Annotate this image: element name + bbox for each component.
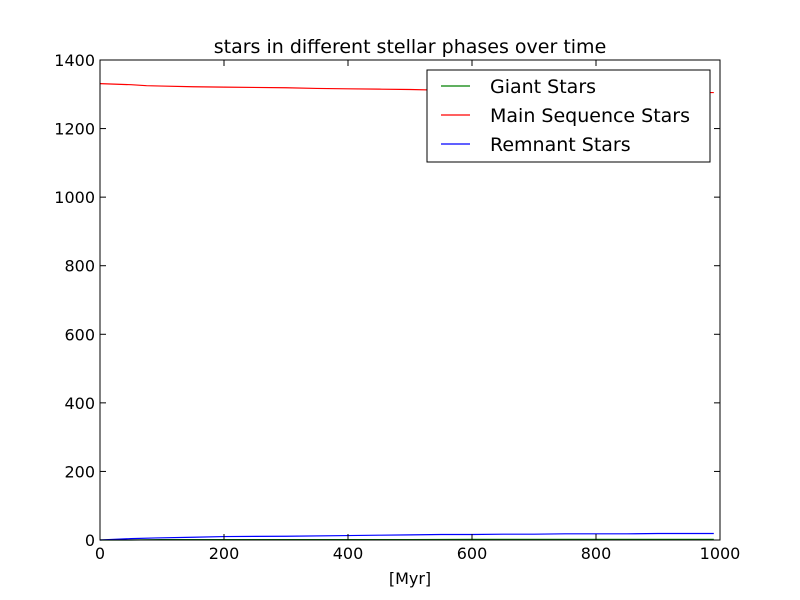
plot-frame — [99, 59, 721, 541]
x-tick-label: 600 — [457, 544, 488, 563]
legend-label: Remnant Stars — [490, 134, 631, 156]
y-tick-label: 1200 — [54, 120, 95, 139]
legend: Giant Stars Main Sequence Stars Remnant St… — [426, 69, 711, 163]
series-line-remnant-stars — [99, 532, 714, 541]
x-tick-label: 1000 — [700, 544, 741, 563]
y-tick-label: 400 — [64, 394, 95, 413]
chart-title: stars in different stellar phases over t… — [214, 36, 607, 58]
y-tick-label: 800 — [64, 257, 95, 276]
y-tick-label: 1000 — [54, 188, 95, 207]
legend-box — [426, 69, 711, 163]
y-tick-label: 0 — [85, 531, 95, 550]
y-tick-label: 600 — [64, 325, 95, 344]
legend-label: Giant Stars — [490, 76, 596, 98]
x-tick-label: 800 — [581, 544, 612, 563]
y-tick-label: 200 — [64, 462, 95, 481]
y-tick-label: 1400 — [54, 51, 95, 70]
legend-label: Main Sequence Stars — [490, 105, 690, 127]
x-axis-title: [Myr] — [389, 569, 431, 588]
axis-ticks: 0 200 400 600 800 1000 0 200 400 600 800 1000 1200 14… — [54, 51, 740, 563]
x-tick-label: 0 — [95, 544, 105, 563]
x-tick-label: 400 — [333, 544, 364, 563]
x-tick-label: 200 — [209, 544, 240, 563]
